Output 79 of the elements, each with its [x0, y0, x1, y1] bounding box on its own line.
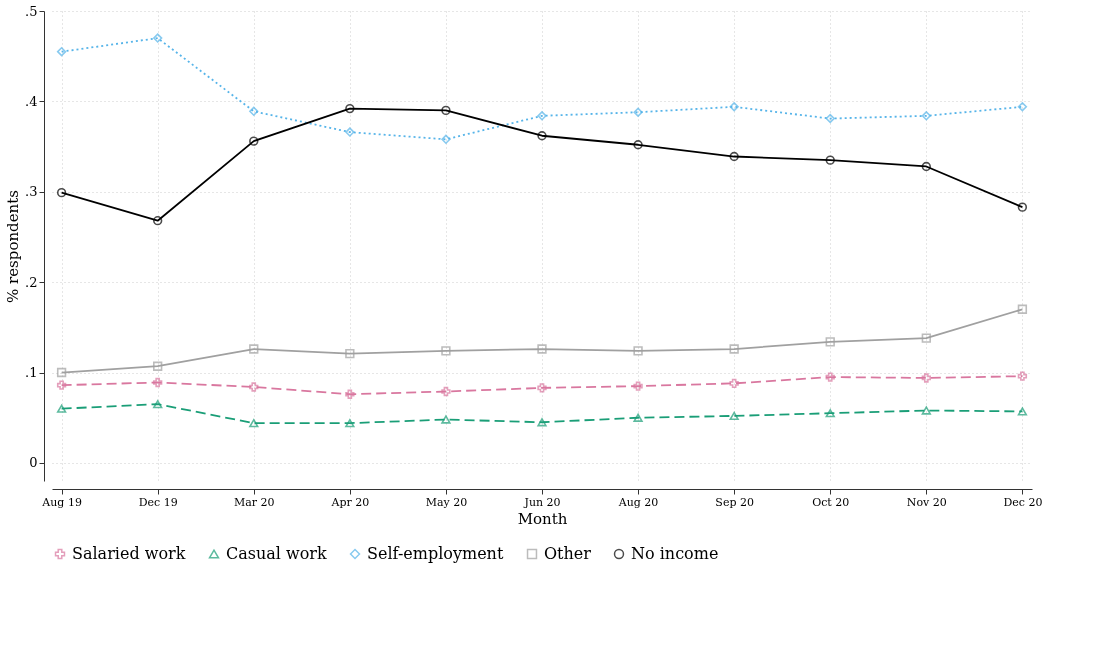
point: [56, 367, 67, 378]
point: [153, 377, 163, 388]
point: [729, 151, 739, 162]
x-tick-label: Oct 20: [812, 495, 850, 509]
point: [56, 404, 67, 413]
point: [345, 389, 355, 399]
point: [345, 419, 355, 428]
y-tick-label: .4: [25, 93, 38, 109]
point: [537, 418, 547, 427]
legend-label: Salaried work: [72, 544, 186, 563]
legend-label: No income: [631, 544, 719, 563]
x-tick-label: Sep 20: [715, 495, 754, 509]
x-tick-label: Jun 20: [523, 495, 561, 509]
point: [249, 382, 259, 392]
x-tick-label: Mar 20: [233, 495, 275, 509]
x-tick-label: Aug 19: [41, 495, 82, 509]
point: [56, 380, 67, 390]
point: [345, 348, 355, 359]
point: [921, 333, 931, 343]
y-tick-label: .3: [25, 184, 38, 200]
point: [633, 140, 643, 150]
point: [1017, 202, 1028, 212]
point: [921, 111, 931, 121]
y-axis-title: % respondents: [4, 190, 23, 303]
legend-label: Casual work: [226, 544, 328, 563]
point: [825, 337, 835, 347]
point: [56, 47, 67, 57]
point: [825, 372, 835, 382]
point: [441, 346, 451, 356]
y-tick-label: .1: [25, 365, 38, 381]
point: [249, 419, 259, 428]
point: [921, 373, 931, 383]
x-axis-title: Month: [517, 509, 568, 528]
point: [345, 103, 355, 114]
y-tick-label: 0: [29, 455, 38, 471]
point: [633, 381, 643, 391]
legend-label: Other: [544, 544, 592, 563]
y-tick-label: .2: [25, 274, 38, 290]
y-tick-label: .5: [25, 3, 38, 19]
point: [56, 188, 67, 198]
point: [921, 406, 931, 415]
point: [537, 131, 547, 141]
x-tick-label: Dec 19: [138, 495, 178, 509]
point: [345, 127, 355, 137]
point: [249, 344, 259, 354]
point: [921, 161, 931, 172]
point: [825, 409, 835, 418]
point: [1017, 304, 1028, 314]
x-tick-label: Apr 20: [330, 495, 370, 509]
point: [537, 344, 547, 354]
point: [441, 134, 451, 145]
point: [537, 111, 547, 121]
x-tick-label: May 20: [425, 495, 468, 509]
point: [633, 413, 643, 422]
point: [633, 107, 643, 117]
point: [1017, 371, 1028, 381]
point: [441, 386, 451, 397]
point: [249, 106, 259, 116]
point: [537, 383, 547, 393]
point: [729, 411, 739, 421]
point: [153, 33, 163, 43]
point: [249, 136, 259, 146]
point: [729, 344, 739, 354]
legend-label: Self-employment: [367, 544, 504, 563]
point: [729, 378, 739, 389]
point: [1017, 102, 1028, 112]
x-tick-label: Nov 20: [906, 495, 947, 509]
point: [633, 346, 643, 356]
x-tick-label: Aug 20: [617, 495, 659, 509]
point: [825, 155, 835, 165]
point: [441, 105, 451, 116]
point: [825, 113, 835, 124]
point: [729, 102, 739, 112]
point: [153, 361, 163, 371]
point: [1017, 407, 1028, 416]
point: [441, 415, 451, 424]
point: [153, 216, 163, 226]
point: [153, 400, 163, 409]
x-tick-label: Dec 20: [1003, 495, 1043, 509]
